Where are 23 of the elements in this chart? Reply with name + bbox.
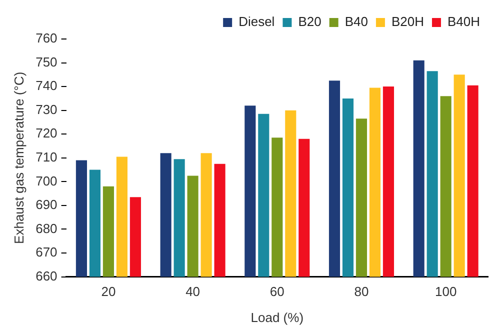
x-tick-label: 20 — [101, 284, 116, 300]
y-tick-label: 730 — [36, 102, 58, 117]
y-tick-label: 680 — [36, 220, 58, 236]
y-tick-label: 750 — [36, 54, 58, 70]
y-tick-label: 670 — [36, 244, 58, 260]
x-axis-title: Load (%) — [250, 310, 304, 325]
legend-label: B40H — [447, 14, 480, 30]
legend-label: B20H — [391, 14, 424, 30]
y-tick-label: 760 — [36, 30, 58, 46]
y-tick-label: 660 — [36, 268, 58, 284]
legend-label: Diesel — [238, 14, 275, 30]
y-tick-label: 690 — [36, 197, 58, 212]
y-tick-label: 740 — [36, 78, 58, 94]
legend-label: B20 — [298, 14, 322, 30]
x-tick-label: 100 — [434, 284, 457, 300]
y-tick-label: 700 — [36, 173, 58, 188]
x-tick-label: 80 — [354, 284, 369, 300]
y-axis-title: Exhaust gas temperature (°C) — [11, 72, 26, 244]
x-tick-label: 40 — [186, 284, 200, 300]
y-tick-label: 720 — [36, 126, 58, 141]
legend-label: B40 — [344, 14, 368, 30]
y-tick-label: 710 — [36, 149, 58, 164]
x-tick-label: 60 — [270, 284, 284, 300]
